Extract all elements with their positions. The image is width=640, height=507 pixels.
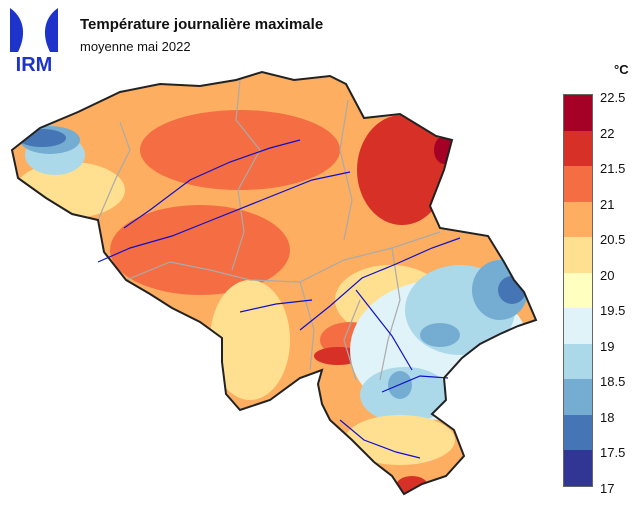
legend-tick-label: 21.5 <box>600 161 626 176</box>
zone-21 <box>110 205 290 295</box>
legend-swatch <box>564 343 592 379</box>
legend-swatch <box>564 166 592 202</box>
zone-18-5 <box>420 323 460 347</box>
logo-emblem-left <box>10 8 24 52</box>
legend-swatch <box>564 95 592 131</box>
legend-unit: °C <box>614 62 629 77</box>
legend-tick-label: 18.5 <box>600 374 626 389</box>
legend-swatch <box>564 308 592 344</box>
legend-tick-label: 22.5 <box>600 90 626 105</box>
legend-tick-label: 20 <box>600 267 615 283</box>
irm-logo: IRM <box>10 8 58 74</box>
legend-swatch <box>564 450 592 486</box>
legend-tick-label: 22 <box>600 125 615 141</box>
legend-swatch <box>564 414 592 450</box>
map-subtitle: moyenne mai 2022 <box>80 39 191 54</box>
legend-tick-label: 17.5 <box>600 445 626 460</box>
zone-21 <box>140 110 340 190</box>
zone-21-5 <box>396 476 428 494</box>
legend-tick-label: 18 <box>600 409 615 425</box>
legend-swatch <box>564 379 592 415</box>
logo-text: IRM <box>16 54 53 74</box>
belgium-temperature-map <box>11 71 537 495</box>
logo-emblem-right <box>44 8 58 52</box>
legend-tick-label: 17 <box>600 480 615 496</box>
province-boundaries <box>97 79 441 381</box>
legend-tick-label: 21 <box>600 196 615 212</box>
rivers <box>97 139 461 459</box>
legend-swatch <box>564 130 592 166</box>
map-title: Température journalière maximale <box>80 16 324 33</box>
zone-20 <box>345 415 455 465</box>
legend-tick-label: 20.5 <box>600 232 626 247</box>
legend-tick-label: 19.5 <box>600 303 626 318</box>
legend-swatch <box>564 237 592 273</box>
legend-tick-label: 19 <box>600 338 615 354</box>
legend-swatch <box>564 201 592 237</box>
legend-swatch <box>564 272 592 308</box>
zone-20 <box>210 280 290 400</box>
color-legend <box>563 94 593 487</box>
zone-21-5 <box>357 115 447 225</box>
zone-18 <box>18 129 66 147</box>
